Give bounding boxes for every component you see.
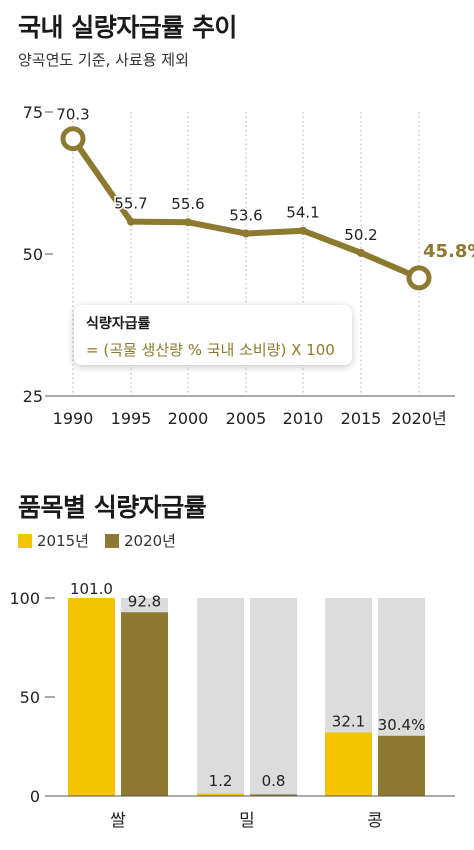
legend-2020: 2020년 <box>104 530 176 551</box>
data-label: 54.1 <box>286 204 319 222</box>
callout-formula: = (곡물 생산량 % 국내 소비량) X 100 <box>86 341 335 359</box>
line-chart: 25 50 75 70.3 1990 55.7 1995 55.6 2000 53.6 2005 54… <box>23 103 474 428</box>
x-tick-label: 쌀 <box>110 811 126 831</box>
x-tick-label: 2005 <box>226 409 267 428</box>
bar-background <box>68 598 115 796</box>
bar-background <box>378 598 425 796</box>
data-label: 0.8 <box>262 772 286 790</box>
data-label: 55.6 <box>171 195 204 213</box>
data-point <box>60 126 86 152</box>
data-label: 32.1 <box>332 712 365 730</box>
bar <box>325 732 372 796</box>
legend-2015: 2015년 <box>18 530 89 551</box>
data-label: 55.7 <box>114 195 147 213</box>
legend-label-2020: 2020년 <box>123 532 176 550</box>
bar-background <box>121 598 168 796</box>
x-tick-label: 2015 <box>341 409 382 428</box>
y-tick-label: 50 <box>23 245 43 264</box>
y-tick-label: 50 <box>20 688 40 707</box>
legend-label-2015: 2015년 <box>37 532 89 550</box>
data-point <box>127 217 135 226</box>
x-tick-label: 2010 <box>283 409 324 428</box>
legend-swatch-2015 <box>18 533 32 548</box>
formula-callout: 식량자급률 = (곡물 생산량 % 국내 소비량) X 100 <box>74 305 352 365</box>
data-point <box>242 229 250 238</box>
data-label: 70.3 <box>56 106 89 124</box>
section-title: 품목별 식량자급률 <box>18 493 207 522</box>
page-subtitle: 양곡연도 기준, 사료용 제외 <box>18 51 189 69</box>
y-tick-label: 25 <box>23 387 43 406</box>
data-point <box>184 218 192 227</box>
data-label: 1.2 <box>209 772 233 790</box>
data-label: 101.0 <box>70 580 113 598</box>
bar <box>121 612 168 796</box>
page-title: 국내 실량자급률 추이 <box>18 13 237 42</box>
data-label: 45.8% <box>423 241 474 262</box>
bar <box>68 598 115 796</box>
bar-background <box>250 598 297 796</box>
y-tick-label: 75 <box>23 103 43 122</box>
bar-background <box>325 598 372 796</box>
x-tick-label: 1995 <box>111 409 152 428</box>
data-point <box>357 248 365 257</box>
data-point <box>299 226 307 235</box>
data-label: 92.8 <box>128 592 161 610</box>
y-tick-label: 0 <box>30 787 40 806</box>
x-tick-label: 콩 <box>367 811 383 831</box>
bar <box>197 793 244 796</box>
data-label: 50.2 <box>344 226 377 244</box>
bar <box>250 794 297 796</box>
x-tick-label: 1990 <box>53 409 94 428</box>
data-label: 53.6 <box>229 207 262 225</box>
legend-swatch-2020 <box>104 533 119 548</box>
y-tick-label: 100 <box>9 589 40 608</box>
callout-title: 식량자급률 <box>86 316 151 332</box>
bar <box>378 735 425 796</box>
x-tick-label: 밀 <box>239 811 255 831</box>
data-label: 30.4% <box>378 716 426 734</box>
x-tick-label: 2000 <box>168 409 209 428</box>
bar-legend: 2015년 2020년 <box>18 530 176 551</box>
data-point <box>406 265 432 291</box>
x-tick-label: 2020년 <box>391 409 446 428</box>
bar-background <box>197 598 244 796</box>
